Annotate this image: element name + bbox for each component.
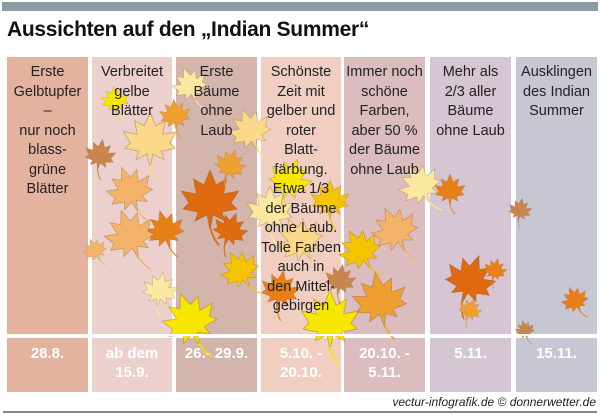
phase-column: Schönste Zeit mit gelber und roter Blatt-fär…	[261, 57, 341, 334]
phase-column: Mehr als 2/3 aller Bäume ohne Laub	[430, 57, 511, 334]
description-line: gelbe	[114, 83, 150, 100]
description-line: Ausklingen	[521, 64, 592, 80]
description-line: Gelbtupfer	[13, 83, 82, 100]
phase-column: Verbreitet gelbe Blätter	[92, 57, 172, 334]
phase-description: Verbreitet gelbe Blätter	[92, 63, 172, 122]
description-line: gelber und	[266, 103, 336, 119]
phase-column: Ausklingen des Indian Summer	[516, 57, 597, 334]
date-line: 5.11.	[454, 345, 487, 362]
description-line: den Mittel-	[267, 278, 335, 295]
description-line: gebirgen	[272, 298, 330, 314]
date-line: 15.9.	[115, 364, 149, 381]
date-line: ab dem	[105, 345, 159, 362]
description-line: Bäume	[447, 103, 494, 119]
phase-date: 26.- 29.9.	[176, 338, 257, 392]
phase-description: Erste Gelbtupfer – nur noch blass-grüne Blätt…	[7, 63, 88, 200]
description-line: Farben,	[359, 103, 410, 119]
description-line: Erste	[199, 64, 234, 80]
description-line: nur noch	[19, 122, 76, 139]
description-line: ohne	[200, 103, 233, 119]
description-line: Blätter	[26, 181, 69, 197]
phase-date: 5.10. - 20.10.	[261, 338, 341, 392]
description-line: Tolle Farben	[261, 239, 341, 256]
date-line: 28.8.	[30, 345, 65, 362]
description-line: ohne Laub	[350, 161, 419, 178]
date-line: 5.10. -	[279, 345, 323, 362]
description-line: –	[43, 103, 52, 119]
description-line: Immer noch	[346, 64, 423, 80]
description-line: aber 50 %	[351, 122, 418, 139]
description-line: blass-	[28, 142, 67, 158]
phase-date: 20.10. - 5.11.	[344, 338, 425, 392]
description-line: der Bäume	[265, 200, 337, 217]
top-bar	[2, 2, 598, 11]
description-line: Mehr als	[442, 64, 499, 80]
date-line: 15.11.	[536, 345, 577, 362]
date-line: 5.11.	[368, 364, 401, 381]
date-line: 26.- 29.9.	[184, 345, 249, 362]
description-line: Erste	[30, 64, 65, 80]
description-line: ohne Laub.	[264, 220, 338, 236]
description-line: schöne	[361, 83, 408, 100]
phase-column: Immer noch schöne Farben, aber 50 % der Bäum…	[344, 57, 425, 334]
description-line: ohne Laub	[436, 122, 505, 139]
phase-date: 5.11.	[430, 338, 511, 392]
phase-date: 28.8.	[7, 338, 88, 392]
description-line: Bäume	[193, 83, 240, 100]
description-line: Etwa 1/3	[272, 181, 330, 197]
date-line: 20.10. -	[359, 345, 410, 362]
description-line: Blätter	[111, 103, 153, 119]
description-line: Schönste	[270, 64, 332, 80]
description-line: Summer	[529, 103, 584, 119]
bottom-rule	[3, 411, 597, 413]
description-line: des Indian	[523, 83, 590, 100]
divider	[7, 334, 597, 336]
description-line: der Bäume	[349, 142, 420, 158]
phase-description: Ausklingen des Indian Summer	[516, 63, 597, 122]
description-line: roter	[286, 122, 316, 139]
description-line: Verbreitet	[100, 64, 164, 80]
credit-line: vectur-infografik.de © donnerwetter.de	[392, 395, 596, 409]
page-title: Aussichten auf den „Indian Summer“	[7, 18, 370, 41]
description-line: grüne	[28, 161, 67, 178]
phase-date: ab dem 15.9.	[92, 338, 172, 392]
phase-column: Erste Bäume ohne Laub	[176, 57, 257, 334]
phase-description: Mehr als 2/3 aller Bäume ohne Laub	[430, 63, 511, 141]
phase-column: Erste Gelbtupfer – nur noch blass-grüne Blätt…	[7, 57, 88, 334]
date-line: 20.10.	[280, 364, 322, 381]
phase-date: 15.11.	[516, 338, 597, 392]
phase-description: Immer noch schöne Farben, aber 50 % der Bäum…	[344, 63, 425, 180]
description-line: Zeit mit	[277, 83, 325, 100]
description-line: 2/3 aller	[444, 83, 497, 100]
description-line: Blatt-	[284, 142, 318, 158]
description-line: Laub	[200, 122, 233, 139]
phase-description: Erste Bäume ohne Laub	[176, 63, 257, 141]
phase-description: Schönste Zeit mit gelber und roter Blatt-fär…	[261, 63, 341, 317]
description-line: färbung.	[274, 161, 328, 178]
description-line: auch in	[277, 259, 325, 275]
